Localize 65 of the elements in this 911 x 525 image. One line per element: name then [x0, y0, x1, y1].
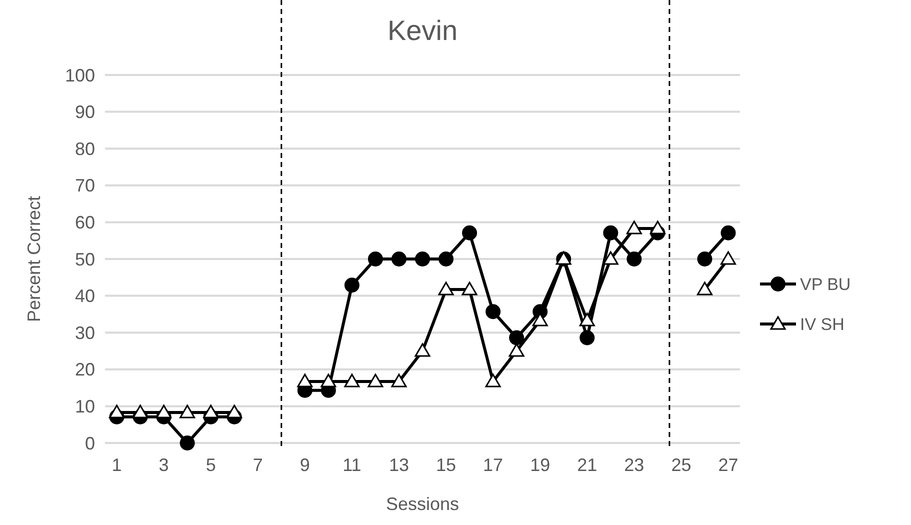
point [180, 404, 196, 418]
point [696, 282, 712, 296]
point [626, 252, 642, 266]
x-tick-label: 27 [718, 455, 738, 475]
x-tick-label: 11 [342, 455, 362, 475]
y-tick-label: 70 [74, 176, 95, 196]
point [226, 404, 242, 418]
point [462, 225, 478, 240]
x-tick-label: 3 [158, 455, 169, 475]
point [180, 436, 195, 450]
point [626, 220, 642, 234]
point [109, 404, 125, 418]
point [650, 220, 666, 234]
y-tick-label: 90 [74, 102, 95, 122]
legend-label: IV SH [800, 314, 844, 334]
y-tick-label: 50 [74, 249, 95, 270]
point [297, 374, 313, 388]
point [462, 282, 478, 296]
point [391, 252, 406, 266]
y-axis-title: Percent Correct [24, 196, 44, 322]
point [391, 374, 407, 388]
point [509, 330, 524, 346]
y-tick-label: 20 [74, 360, 95, 380]
point [368, 252, 383, 266]
point [203, 404, 219, 418]
y-tick-label: 10 [74, 396, 95, 416]
chart-title: Kevin [387, 15, 458, 46]
y-tick-label: 40 [74, 286, 95, 306]
point [415, 252, 430, 266]
x-tick-label: 7 [252, 455, 263, 475]
y-tick-label: 100 [64, 65, 95, 86]
x-tick-label: 23 [624, 455, 644, 475]
point [438, 252, 454, 266]
point [344, 374, 360, 388]
point [697, 252, 712, 266]
point [414, 343, 430, 357]
point [156, 404, 172, 418]
point [508, 343, 524, 357]
point [438, 282, 454, 296]
point [320, 374, 336, 388]
x-tick-label: 15 [436, 455, 456, 475]
x-tick-label: 1 [112, 455, 122, 475]
point [344, 278, 360, 293]
y-tick-label: 0 [84, 433, 95, 454]
legend-label: VP BU [800, 274, 851, 294]
y-tick-label: 80 [74, 138, 95, 159]
y-tick-label: 60 [74, 212, 95, 232]
x-tick-label: 9 [300, 455, 310, 475]
point [580, 330, 595, 346]
point [579, 312, 595, 326]
x-tick-label: 19 [530, 455, 550, 475]
x-tick-label: 21 [577, 455, 598, 475]
y-tick-label: 30 [74, 322, 95, 343]
x-tick-label: 5 [206, 455, 216, 475]
point [603, 225, 618, 240]
point [485, 374, 501, 388]
x-tick-label: 25 [671, 455, 692, 475]
point [132, 404, 148, 418]
point [486, 304, 501, 320]
point [720, 251, 736, 265]
x-axis-title: Sessions [386, 494, 460, 514]
x-tick-label: 13 [388, 455, 409, 475]
x-tick-label: 17 [483, 455, 504, 475]
point [368, 374, 384, 388]
point [720, 225, 736, 240]
